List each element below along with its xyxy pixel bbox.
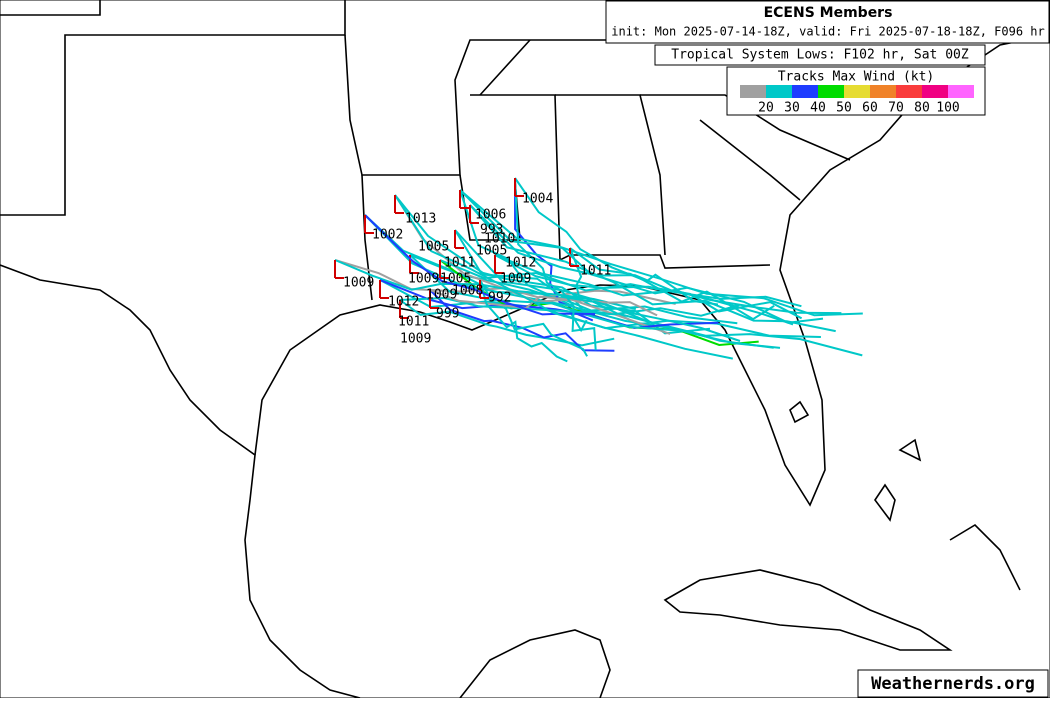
pressure-label: 1009: [426, 288, 457, 303]
track: [334, 259, 637, 311]
pressure-label: 993: [480, 223, 503, 238]
track-marker: [459, 190, 469, 209]
legend-swatch: [766, 85, 792, 98]
pressure-label: 1009: [400, 332, 431, 347]
pressure-label: 1006: [475, 208, 506, 223]
track-marker: [514, 178, 524, 197]
legend-label: 50: [836, 101, 852, 116]
pressure-label: 1009: [408, 272, 439, 287]
pressure-label: 1008: [452, 284, 483, 299]
pressure-label: 1005: [476, 244, 507, 259]
track-marker: [334, 260, 344, 279]
track-marker: [364, 215, 374, 234]
pressure-label: 1004: [522, 192, 553, 207]
init-line: init: Mon 2025-07-14-18Z, valid: Fri 202…: [611, 25, 1044, 39]
track: [429, 289, 658, 317]
legend-swatch: [948, 85, 974, 98]
track-marker: [429, 290, 439, 309]
pressure-label: 1011: [580, 264, 611, 279]
pressure-label: 992: [488, 291, 511, 306]
header: ECENS Members init: Mon 2025-07-14-18Z, …: [605, 0, 1050, 116]
pressure-label: 1010: [484, 232, 515, 247]
pressure-label: 1013: [405, 212, 436, 227]
legend: 20 30 40 50 60 70 80 100: [740, 85, 974, 116]
legend-label: 100: [936, 101, 959, 116]
tracks: [334, 177, 863, 363]
pressure-label: 1005: [418, 240, 449, 255]
pressure-label: 1009: [343, 276, 374, 291]
legend-swatch: [818, 85, 844, 98]
pressure-label: 1012: [388, 295, 419, 310]
track-marker: [494, 255, 504, 274]
track: [454, 229, 863, 357]
pressure-label: 1011: [398, 315, 429, 330]
pressure-label: 1011: [444, 256, 475, 271]
track-marker: [454, 230, 464, 249]
legend-label: 80: [914, 101, 930, 116]
borders: [0, 0, 851, 301]
track-marker: [379, 280, 389, 299]
pressure-labels: 1004 1006 1013 1002 993 1010 1005 1005 1…: [343, 192, 611, 347]
legend-swatch: [792, 85, 818, 98]
track: [479, 279, 568, 363]
legend-title: Tracks Max Wind (kt): [778, 70, 935, 85]
track-marker: [439, 260, 449, 279]
track-marker: [394, 195, 404, 214]
legend-label: 60: [862, 101, 878, 116]
legend-label: 70: [888, 101, 904, 116]
legend-swatch: [844, 85, 870, 98]
pressure-label: 1012: [505, 256, 536, 271]
legend-swatch: [922, 85, 948, 98]
legend-label: 40: [810, 101, 826, 116]
watermark: Weathernerds.org: [871, 674, 1035, 694]
track: [379, 279, 719, 329]
track: [569, 247, 589, 333]
legend-label: 30: [784, 101, 800, 116]
track: [514, 177, 597, 351]
subtitle: Tropical System Lows: F102 hr, Sat 00Z: [671, 48, 969, 63]
track: [394, 194, 734, 360]
pressure-label: 1009: [500, 272, 531, 287]
legend-swatch: [870, 85, 896, 98]
track-marker: [569, 248, 579, 267]
legend-swatch: [740, 85, 766, 98]
pressure-label: 999: [436, 307, 459, 322]
track: [454, 229, 741, 342]
pressure-label: 1005: [440, 272, 471, 287]
track-marker: [479, 280, 489, 299]
legend-swatch: [896, 85, 922, 98]
pressure-label: 1002: [372, 228, 403, 243]
track: [409, 254, 774, 349]
title: ECENS Members: [764, 5, 893, 21]
track-marker: [469, 205, 479, 224]
track-marker: [399, 300, 409, 319]
track: [569, 247, 775, 321]
track: [459, 189, 824, 324]
legend-label: 20: [758, 101, 774, 116]
track: [399, 296, 740, 317]
